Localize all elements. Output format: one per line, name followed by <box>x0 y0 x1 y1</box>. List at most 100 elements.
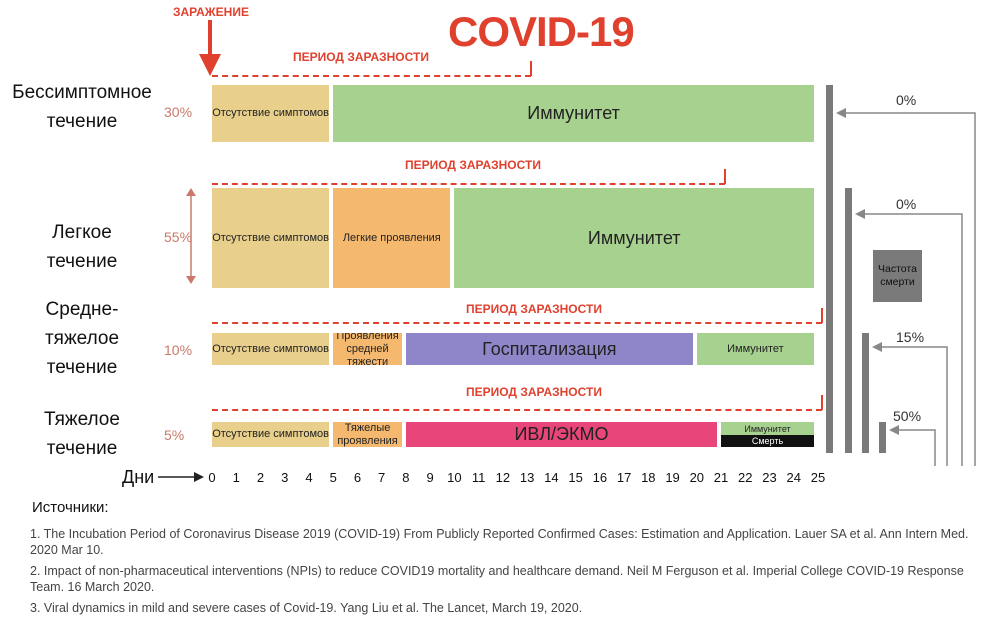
death-rate-arrowhead-icon <box>872 342 882 352</box>
outcome-bar <box>826 85 833 453</box>
row-share-pct: 5% <box>164 427 185 443</box>
source-item-2: 2. Impact of non-pharmaceutical interven… <box>30 564 964 594</box>
row-label-line: Средне- <box>45 299 119 320</box>
death-rate-label: Частота смерти <box>873 250 922 302</box>
stage-segment-label: Легкие проявления <box>342 231 441 244</box>
chart-title: COVID-19 <box>448 8 635 55</box>
stage-segment: Госпитализация <box>405 333 693 365</box>
death-rate-arrow-icon <box>863 213 963 466</box>
contagious-period-end-tick <box>530 61 533 76</box>
stage-segment-label: Иммунитет <box>727 342 784 355</box>
row-label-line: Бессимптомное <box>12 82 152 103</box>
death-rate-arrowhead-icon <box>836 108 846 118</box>
contagious-period-end-tick <box>821 395 823 410</box>
row-label-line: Легкое <box>52 222 112 243</box>
infection-arrow-icon <box>198 20 222 83</box>
row-label: Бессимптомное течение <box>12 78 152 136</box>
stage-segment: ИВЛ/ЭКМО <box>405 422 718 447</box>
stage-segment-label: Тяжелые проявления <box>337 422 398 447</box>
contagious-period-label: ПЕРИОД ЗАРАЗНОСТИ <box>466 385 602 399</box>
death-rate-label-text: Частота смерти <box>878 263 917 288</box>
day-tick-label: 4 <box>305 470 313 485</box>
stage-segment: Тяжелые проявления <box>333 422 402 447</box>
stage-segment: Отсутствие симптомов <box>212 333 330 365</box>
day-tick-label: 25 <box>810 470 826 485</box>
death-rate-arrow-icon <box>844 112 976 466</box>
row-share-pct: 30% <box>164 104 193 120</box>
day-tick-label: 21 <box>713 470 729 485</box>
death-rate-value: 15% <box>896 329 925 345</box>
death-rate-arrowhead-icon <box>889 425 899 435</box>
row-label: Средне-тяжелое течение <box>12 295 152 382</box>
day-tick-label: 11 <box>471 470 486 485</box>
stage-segment: Иммунитет <box>333 85 814 142</box>
day-tick-label: 7 <box>378 470 386 485</box>
stage-segment-label: Отсутствие симптомов <box>212 231 329 244</box>
days-arrow-icon <box>158 469 204 490</box>
day-tick-label: 19 <box>665 470 680 485</box>
stage-segment-label: Отсутствие симптомов <box>212 107 329 119</box>
outcome-bottom-segment: Смерть <box>721 435 814 447</box>
death-rate-value: 0% <box>896 92 917 108</box>
days-label: Дни <box>122 467 155 487</box>
day-tick-label: 20 <box>689 470 705 485</box>
death-rate-arrow-icon <box>880 346 948 466</box>
day-tick-label: 14 <box>544 470 559 485</box>
stage-segment: Отсутствие симптомов <box>212 188 330 288</box>
death-rate-value: 0% <box>896 196 917 212</box>
day-tick-label: 24 <box>786 470 801 485</box>
day-tick-label: 13 <box>519 470 535 485</box>
day-tick-label: 5 <box>329 470 337 485</box>
pct-range-bracket-icon <box>185 188 197 289</box>
row-label-line: Тяжелое <box>44 409 120 430</box>
outcome-bar <box>845 188 852 453</box>
outcome-bottom-label: Смерть <box>751 436 784 446</box>
stage-segment-label: Проявления средней тяжести <box>336 333 399 365</box>
row-label-line: течение <box>46 251 118 272</box>
stage-segment-label: ИВЛ/ЭКМО <box>514 424 609 444</box>
stage-segment: Иммунитет <box>454 188 814 288</box>
sources-title: Источники: <box>32 499 109 516</box>
day-tick-label: 12 <box>495 470 511 485</box>
contagious-period-line <box>212 322 822 324</box>
stage-segment-label: Госпитализация <box>482 338 617 359</box>
source-item-3: 3. Viral dynamics in mild and severe cas… <box>30 601 583 615</box>
day-tick-label: 8 <box>402 470 410 485</box>
row-label: Легкое течение <box>12 218 152 276</box>
row-label-line: течение <box>46 438 118 459</box>
stage-segment: Проявления средней тяжести <box>333 333 402 365</box>
stage-segment-label: Иммунитет <box>587 227 681 248</box>
day-tick-label: 6 <box>353 470 362 485</box>
stage-segment-label: Отсутствие симптомов <box>212 428 329 440</box>
day-tick-label: 23 <box>762 470 777 485</box>
stage-segment: Иммунитет <box>696 333 814 365</box>
stage-segment-label: Отсутствие симптомов <box>212 342 329 355</box>
contagious-period-label: ПЕРИОД ЗАРАЗНОСТИ <box>293 50 429 64</box>
infection-label: ЗАРАЖЕНИЕ <box>173 5 249 19</box>
stage-segment-label: Иммунитет <box>527 103 620 123</box>
row-share-pct: 55% <box>164 229 193 245</box>
death-rate-value: 50% <box>893 408 922 424</box>
day-tick-label: 0 <box>208 470 216 485</box>
row-label-line: течение <box>46 111 118 132</box>
row-label: Тяжелое течение <box>12 405 152 463</box>
outcome-bar <box>879 422 886 453</box>
stage-segment: Отсутствие симптомов <box>212 85 330 142</box>
day-tick-label: 17 <box>616 470 632 485</box>
day-tick-label: 9 <box>426 470 434 485</box>
contagious-period-line <box>212 183 726 185</box>
contagious-period-label: ПЕРИОД ЗАРАЗНОСТИ <box>466 302 602 316</box>
stage-segment: Отсутствие симптомов <box>212 422 330 447</box>
death-rate-arrow-icon <box>897 429 936 466</box>
day-tick-label: 3 <box>281 470 289 485</box>
outcome-top-label: Иммунитет <box>744 423 791 434</box>
row-label-line: тяжелое <box>44 328 120 349</box>
day-tick-label: 1 <box>232 470 240 485</box>
day-tick-label: 10 <box>447 470 462 485</box>
outcome-top-segment: Иммунитет <box>721 422 814 435</box>
contagious-period-line <box>212 409 822 411</box>
contagious-period-end-tick <box>724 169 727 184</box>
row-label-line: течение <box>46 357 118 378</box>
contagious-period-end-tick <box>821 308 823 323</box>
